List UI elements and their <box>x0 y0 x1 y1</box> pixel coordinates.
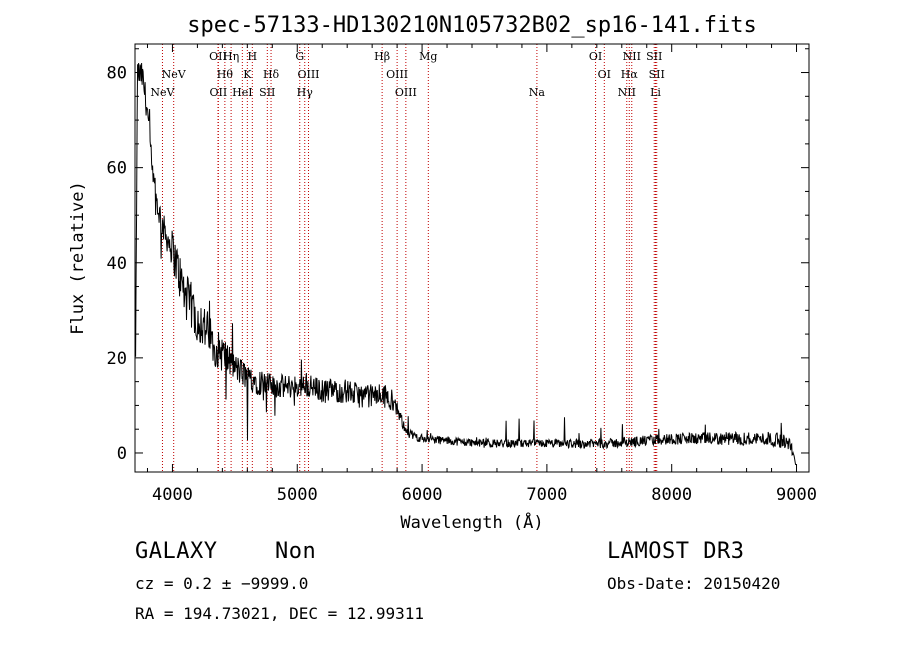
y-axis-ticks: 0 20 40 60 80 <box>107 48 809 464</box>
x-tick-label: 8000 <box>651 485 692 505</box>
line-label: K <box>243 68 252 81</box>
object-class: GALAXY <box>135 539 218 564</box>
x-tick-label: 7000 <box>526 485 567 505</box>
obs-date: Obs-Date: 20150420 <box>607 574 781 593</box>
spectrum-line <box>135 62 797 465</box>
line-label: Mg <box>419 50 437 63</box>
survey-name: LAMOST DR3 <box>607 539 745 564</box>
x-tick-label: 5000 <box>277 485 318 505</box>
chart-title: spec-57133-HD130210N105732B02_sp16-141.f… <box>187 13 757 38</box>
line-label: OII <box>209 50 227 63</box>
line-label: SII <box>259 86 275 99</box>
line-label: NeV <box>150 86 175 99</box>
y-axis-label: Flux (relative) <box>68 181 88 335</box>
x-tick-label: 9000 <box>776 485 817 505</box>
line-label: Hδ <box>263 68 280 81</box>
y-tick-label: 80 <box>107 64 127 84</box>
line-label: G <box>295 50 304 63</box>
ra-dec: RA = 194.73021, DEC = 12.99311 <box>135 604 424 623</box>
line-label: OIII <box>386 68 408 81</box>
line-label: NII <box>618 86 636 99</box>
cz-value: cz = 0.2 ± −9999.0 <box>135 574 309 593</box>
line-label: Hα <box>621 68 639 81</box>
line-label: Hβ <box>374 50 390 63</box>
y-tick-label: 20 <box>107 349 127 369</box>
line-label: SII <box>646 50 662 63</box>
line-label: OI <box>589 50 602 63</box>
line-label: OI <box>598 68 611 81</box>
line-label: OIII <box>395 86 417 99</box>
line-label: Li <box>650 86 661 99</box>
line-label: NeV <box>162 68 187 81</box>
line-label: HeI <box>232 86 252 99</box>
line-label: Hθ <box>217 68 234 81</box>
line-label: Na <box>529 86 546 99</box>
line-label: H <box>248 50 258 63</box>
x-axis-ticks: 4000 5000 6000 7000 8000 9000 <box>146 44 817 505</box>
x-tick-label: 6000 <box>402 485 443 505</box>
y-tick-label: 0 <box>117 444 127 464</box>
line-label: OIII <box>297 68 319 81</box>
x-tick-label: 4000 <box>152 485 193 505</box>
plot-frame <box>134 43 810 473</box>
y-tick-label: 60 <box>107 159 127 179</box>
object-subclass: Non <box>275 539 317 564</box>
line-label: Hη <box>223 50 239 63</box>
emission-line-markers <box>161 44 658 472</box>
line-label: SII <box>649 68 665 81</box>
y-tick-label: 40 <box>107 254 127 274</box>
line-label: NII <box>623 50 641 63</box>
line-label: OII <box>210 86 228 99</box>
line-label: Hγ <box>297 86 314 99</box>
x-axis-label: Wavelength (Å) <box>400 511 543 533</box>
